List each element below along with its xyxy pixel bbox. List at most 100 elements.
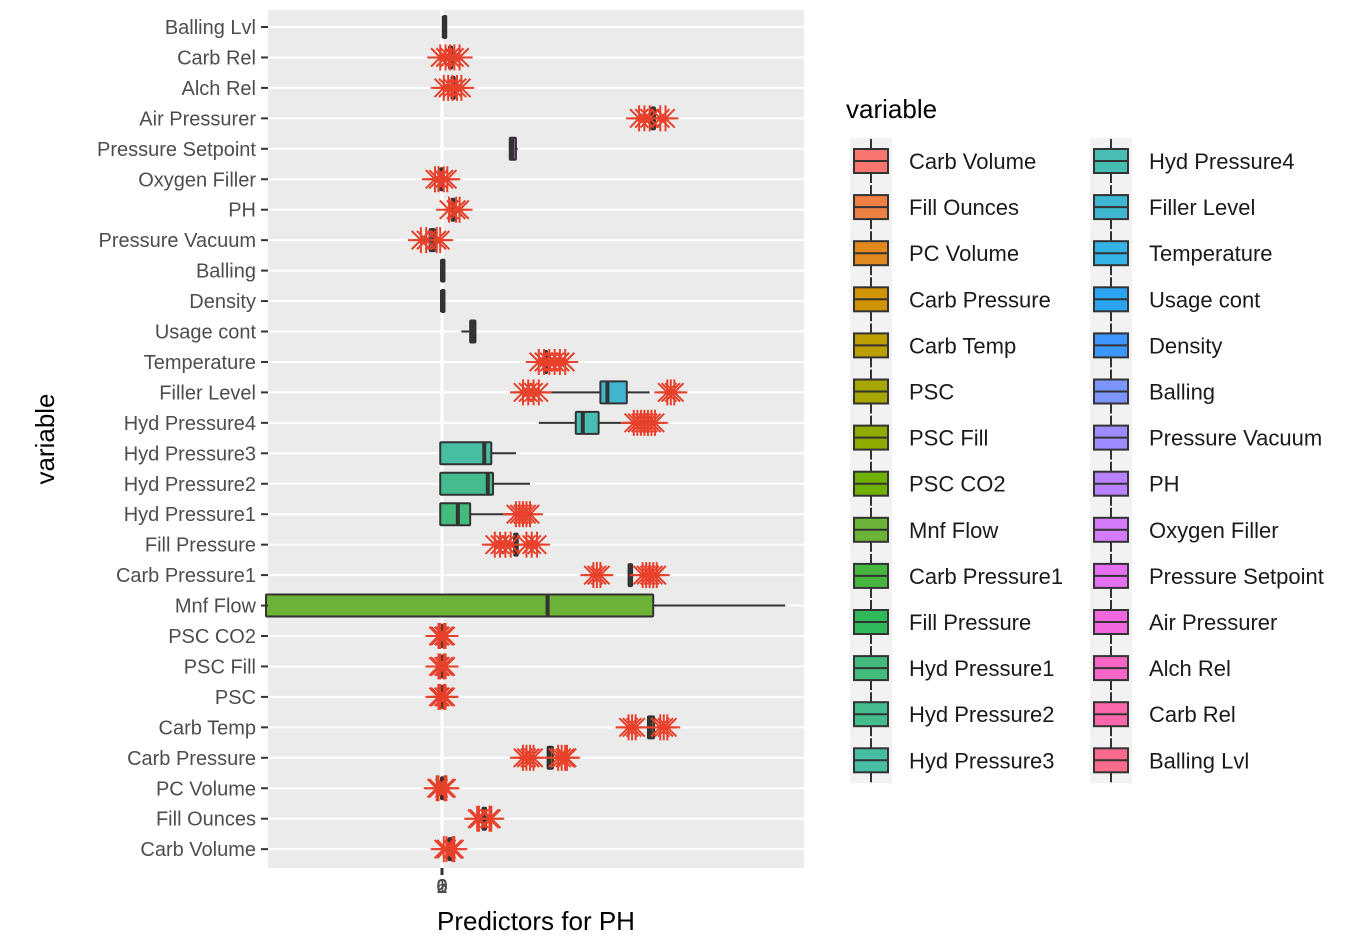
box — [439, 441, 493, 466]
legend-item: Mnf Flow — [850, 506, 998, 553]
y-tick-label: Fill Ounces — [156, 809, 256, 831]
outlier-point — [661, 379, 688, 406]
legend-item: Fill Pressure — [850, 599, 1031, 645]
box — [439, 471, 495, 496]
legend-label: Hyd Pressure3 — [909, 748, 1055, 773]
legend-label: Density — [1149, 333, 1222, 358]
y-tick-label: Carb Pressure1 — [116, 565, 256, 587]
y-tick-label: Filler Level — [159, 382, 256, 404]
x-tick-label: 0 — [436, 876, 447, 898]
legend-item: PSC — [850, 368, 954, 415]
outlier-point — [448, 74, 475, 101]
box-hyd-pressure4 — [538, 410, 636, 435]
box — [265, 593, 655, 618]
outlier-point — [433, 775, 460, 802]
legend-item: Carb Pressure — [850, 276, 1051, 323]
legend-item: Usage cont — [1090, 276, 1260, 323]
y-tick-label: Balling Lvl — [165, 17, 256, 39]
legend-label: Hyd Pressure1 — [909, 656, 1055, 681]
legend-item: PH — [1090, 460, 1180, 507]
outlier-point — [587, 562, 614, 589]
y-tick-label: Carb Pressure — [127, 748, 256, 770]
legend-label: Balling — [1149, 380, 1215, 405]
legend-item: Oxygen Filler — [1090, 506, 1279, 553]
y-tick-label: Alch Rel — [182, 78, 256, 100]
outlier-point — [478, 805, 505, 832]
panel-background — [268, 10, 804, 868]
legend-item: PSC Fill — [850, 414, 988, 461]
y-tick-label: Hyd Pressure2 — [124, 474, 256, 496]
legend-label: Alch Rel — [1149, 656, 1231, 681]
legend-item: Balling Lvl — [1090, 737, 1249, 784]
legend-item: Balling — [1090, 368, 1215, 415]
y-tick-label: PC Volume — [156, 778, 256, 800]
legend-item: Temperature — [1090, 230, 1273, 277]
legend-item: Carb Pressure1 — [850, 552, 1063, 599]
legend-item: PC Volume — [850, 230, 1019, 277]
legend-label: PSC CO2 — [909, 472, 1006, 497]
box-pressure-setpoint — [508, 136, 518, 161]
box-density — [440, 289, 446, 314]
legend-item: Pressure Vacuum — [1090, 414, 1322, 461]
legend-label: Mnf Flow — [909, 518, 998, 543]
outlier-point — [497, 531, 524, 558]
y-tick-label: Oxygen Filler — [138, 169, 256, 191]
legend-label: Temperature — [1149, 241, 1273, 266]
y-tick-label: PSC Fill — [184, 656, 256, 678]
legend-item: Carb Volume — [850, 138, 1036, 184]
box-balling-lvl — [441, 15, 448, 39]
legend-label: Air Pressurer — [1149, 610, 1277, 635]
outlier-point — [652, 105, 679, 132]
legend-label: Carb Temp — [909, 333, 1016, 358]
legend-label: Carb Pressure — [909, 287, 1051, 312]
y-tick-label: Pressure Setpoint — [97, 139, 256, 161]
y-axis-title: variable — [30, 393, 60, 484]
y-tick-label: Mnf Flow — [175, 596, 257, 618]
legend-label: PH — [1149, 472, 1180, 497]
y-axis: Carb Volume Fill Ounces PC Volume Carb Pres… — [97, 17, 268, 861]
box-hyd-pressure2 — [439, 471, 530, 496]
legend-label: Pressure Setpoint — [1149, 564, 1324, 589]
legend-label: Pressure Vacuum — [1149, 426, 1322, 451]
outlier-point — [446, 196, 473, 223]
outlier-point — [432, 683, 459, 710]
y-tick-label: Carb Temp — [159, 717, 256, 739]
y-tick-label: Hyd Pressure4 — [124, 413, 256, 435]
y-tick-label: Usage cont — [155, 322, 257, 344]
y-tick-label: Temperature — [144, 352, 256, 374]
x-tick-label: 1 — [436, 876, 447, 898]
legend-item: Pressure Setpoint — [1090, 552, 1324, 599]
x-axis-title: Predictors for PH — [437, 906, 635, 936]
x-tick-label: 6 — [436, 876, 447, 898]
legend-label: Carb Rel — [1149, 702, 1236, 727]
gridlines — [268, 10, 804, 868]
legend-title: variable — [846, 94, 937, 124]
box-hyd-pressure3 — [439, 441, 516, 466]
outlier-point — [622, 714, 649, 741]
legend-item: Air Pressurer — [1090, 599, 1277, 645]
legend-item: Hyd Pressure2 — [850, 691, 1055, 738]
x-tick-label: 2 — [436, 876, 447, 898]
legend-label: PSC Fill — [909, 426, 988, 451]
outlier-point — [525, 379, 552, 406]
y-tick-label: Fill Pressure — [145, 535, 256, 557]
box — [574, 410, 600, 435]
legend-label: PSC — [909, 380, 954, 405]
outlier-markers — [407, 44, 688, 863]
box-balling — [440, 258, 446, 283]
outlier-point — [552, 348, 579, 375]
legend-item: Hyd Pressure3 — [850, 737, 1055, 784]
outlier-point — [446, 44, 473, 71]
box — [439, 502, 472, 527]
outlier-point — [641, 409, 668, 436]
outlier-point — [432, 653, 459, 680]
legend-item: Hyd Pressure1 — [850, 645, 1055, 692]
legend-item: Density — [1090, 322, 1222, 369]
y-tick-label: PSC — [215, 687, 256, 709]
box-usage-cont — [461, 319, 477, 344]
legend-label: Fill Pressure — [909, 610, 1031, 635]
y-tick-label: Hyd Pressure1 — [124, 504, 256, 526]
x-tick-label: 0 — [436, 876, 447, 898]
